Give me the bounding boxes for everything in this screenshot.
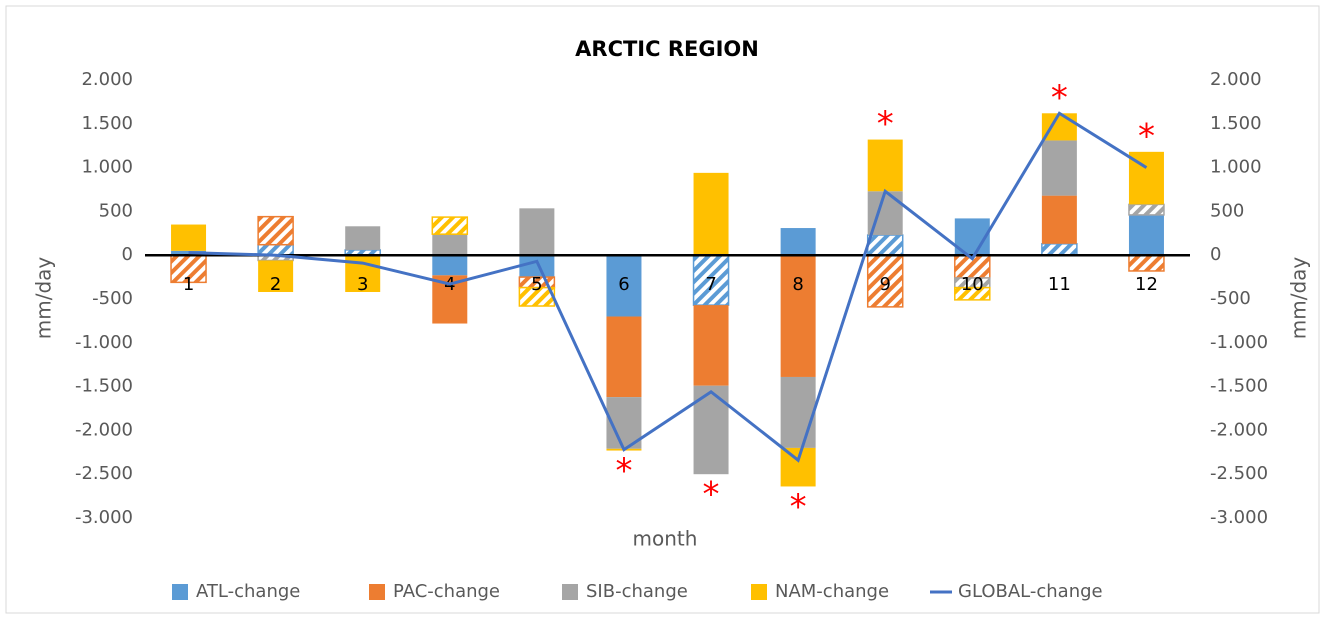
y2-tick-label: 1.000 <box>1210 157 1262 178</box>
bar-segment <box>866 254 904 308</box>
bar-segment <box>866 234 904 256</box>
y2-tick-label: 0 <box>1210 244 1221 265</box>
chart-border <box>5 5 1320 614</box>
y2-tick-label: -3.000 <box>1210 507 1268 528</box>
bar-segment <box>171 224 207 251</box>
y2-tick-label: -1.000 <box>1210 332 1268 353</box>
bar-segment <box>780 255 816 377</box>
x-tick-label: 9 <box>879 274 890 295</box>
line-series <box>188 111 1148 463</box>
bar-segment <box>519 255 555 278</box>
bar-segment <box>258 260 294 292</box>
significance-marker: * <box>877 104 894 144</box>
chart-title: ARCTIC REGION <box>575 37 759 61</box>
legend-label: GLOBAL-change <box>958 581 1103 602</box>
y2-tick-label: 2.000 <box>1210 69 1262 90</box>
legend-swatch <box>369 584 385 600</box>
significance-marker: * <box>1138 116 1155 156</box>
y2-axis-title: mm/day <box>1287 257 1311 340</box>
bar-segment <box>954 286 991 301</box>
y-tick-label: -2.000 <box>75 419 133 440</box>
bar-segment <box>345 226 381 250</box>
bar-segment <box>780 376 816 448</box>
y2-tick-label: -2.500 <box>1210 463 1268 484</box>
legend-swatch <box>172 584 188 600</box>
bar-segment <box>1041 140 1077 196</box>
bar-segment <box>1041 113 1077 141</box>
y2-tick-label: -2.000 <box>1210 419 1268 440</box>
x-tick-label: 7 <box>705 274 716 295</box>
legend-swatch <box>751 584 767 600</box>
x-tick-label: 1 <box>183 274 194 295</box>
x-tick-label: 2 <box>270 274 281 295</box>
y2-tick-label: -1.500 <box>1210 376 1268 397</box>
bar-segment <box>1128 203 1165 216</box>
y-tick-label: 2.000 <box>81 69 133 90</box>
bar-segment <box>693 305 729 386</box>
x-tick-label: 10 <box>961 274 984 295</box>
bar-segment <box>606 255 642 317</box>
bar-segment <box>432 255 468 276</box>
bar-segment <box>1128 214 1164 256</box>
bar-segment <box>170 254 207 284</box>
y2-tick-label: -500 <box>1210 288 1251 309</box>
bar-segment <box>1128 254 1165 272</box>
legend-label: NAM-change <box>775 581 889 602</box>
legend-label: PAC-change <box>393 581 500 602</box>
y-tick-label: -3.000 <box>75 507 133 528</box>
x-axis-title: month <box>633 527 698 551</box>
y-tick-label: 1.000 <box>81 157 133 178</box>
bar-segment <box>519 208 555 256</box>
legend-label: SIB-change <box>586 581 688 602</box>
y2-tick-label: 1.500 <box>1210 113 1262 134</box>
bar-segment <box>780 447 816 487</box>
bar-segment <box>1041 195 1077 244</box>
legend-swatch <box>562 584 578 600</box>
bar-segment <box>432 234 468 256</box>
significance-marker: * <box>1051 78 1068 118</box>
y2-tick-label: 500 <box>1210 200 1244 221</box>
y-tick-label: 500 <box>99 200 133 221</box>
x-tick-label: 8 <box>792 274 803 295</box>
y-tick-label: -1.500 <box>75 376 133 397</box>
x-tick-label: 6 <box>618 274 629 295</box>
significance-marker: * <box>703 475 720 515</box>
y-tick-label: 0 <box>122 244 133 265</box>
significance-marker: * <box>790 487 807 527</box>
x-tick-label: 5 <box>531 274 542 295</box>
x-tick-label: 3 <box>357 274 368 295</box>
y-tick-label: -1.000 <box>75 332 133 353</box>
bar-segment <box>606 316 642 398</box>
bar-segment <box>693 172 729 256</box>
bar-segment <box>867 139 903 192</box>
bar-segment <box>257 215 294 246</box>
y-tick-label: -2.500 <box>75 463 133 484</box>
y-tick-label: 1.500 <box>81 113 133 134</box>
y-axis-title: mm/day <box>32 257 56 340</box>
x-tick-label: 12 <box>1135 274 1158 295</box>
bar-segment <box>431 216 469 235</box>
y-tick-label: -500 <box>92 288 133 309</box>
legend-label: ATL-change <box>196 581 300 602</box>
bar-segment <box>1041 243 1078 256</box>
x-tick-label: 11 <box>1048 274 1071 295</box>
significance-marker: * <box>615 451 632 491</box>
bar-segment <box>780 228 816 256</box>
